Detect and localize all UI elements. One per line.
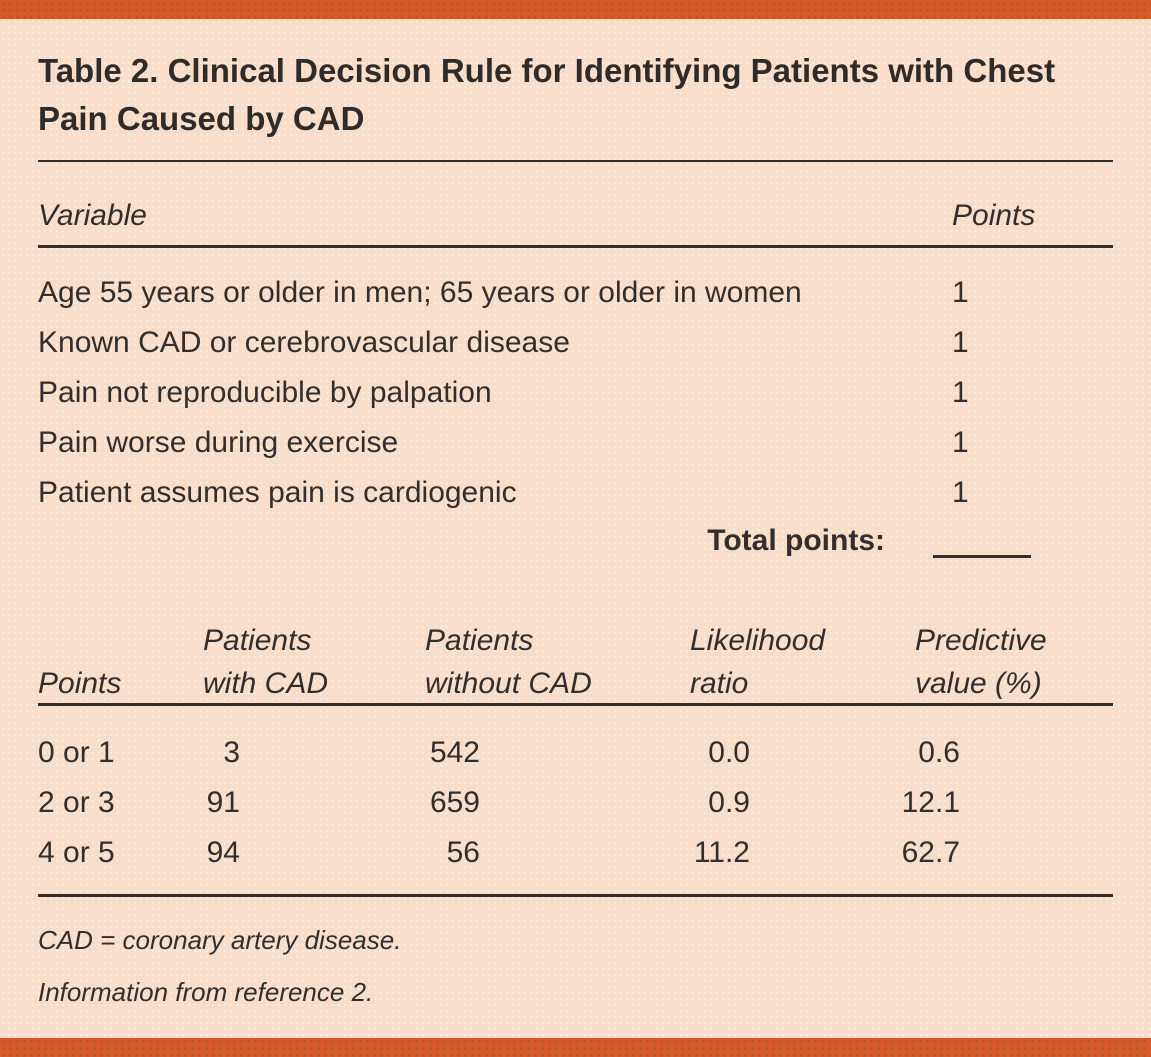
points-cell: 1 — [952, 326, 969, 359]
table-row: 0 or 1 3 542 0.0 0.6 — [0, 736, 1151, 770]
table-row: Patient assumes pain is cardiogenic 1 — [0, 476, 1151, 510]
total-points-label: Total points: — [707, 524, 885, 557]
total-points-blank-line — [933, 555, 1031, 558]
table-title: Table 2. Clinical Decision Rule for Iden… — [38, 52, 1056, 137]
likelihood-ratio-cell: 0.0 — [708, 736, 750, 769]
likelihood-ratio-cell: 11.2 — [693, 836, 750, 869]
points-cell: 1 — [952, 276, 969, 309]
points-range-cell: 2 or 3 — [38, 786, 115, 819]
variable-cell: Age 55 years or older in men; 65 years o… — [38, 276, 802, 309]
points-cell: 1 — [952, 476, 969, 509]
score-table-header-rule — [38, 703, 1113, 706]
score-header-line2: Points — [38, 667, 122, 700]
variable-cell: Patient assumes pain is cardiogenic — [38, 476, 517, 509]
top-accent-bar — [0, 0, 1151, 19]
table-row: Known CAD or cerebrovascular disease 1 — [0, 326, 1151, 360]
score-header-line2: without CAD — [425, 667, 592, 700]
score-header-line1: Likelihood — [690, 624, 826, 657]
points-cell: 1 — [952, 426, 969, 459]
rule-table-header-rule — [38, 245, 1113, 248]
table-row: Pain not reproducible by palpation 1 — [0, 376, 1151, 410]
score-header-line1 — [38, 619, 121, 662]
patients-with-cad-cell: 94 — [206, 836, 240, 869]
score-header-likelihood-ratio: Likelihood ratio — [690, 619, 825, 705]
table-row: Pain worse during exercise 1 — [0, 426, 1151, 460]
likelihood-ratio-cell: 0.9 — [708, 786, 750, 819]
patients-with-cad-cell: 91 — [206, 786, 240, 819]
predictive-value-cell: 12.1 — [901, 786, 960, 819]
points-column-header: Points — [952, 199, 1036, 232]
score-header-points: Points — [38, 619, 121, 705]
footnote-source: Information from reference 2. — [38, 977, 374, 1007]
variable-cell: Known CAD or cerebrovascular disease — [38, 326, 570, 359]
score-header-line1: Predictive — [915, 624, 1047, 657]
variable-column-header: Variable — [38, 199, 147, 232]
score-table-bottom-rule — [38, 894, 1113, 897]
score-header-patients-without-cad: Patients without CAD — [425, 619, 592, 705]
score-header-predictive-value: Predictive value (%) — [915, 619, 1047, 705]
predictive-value-cell: 0.6 — [918, 736, 960, 769]
score-header-line1: Patients — [203, 624, 312, 657]
table-row: Age 55 years or older in men; 65 years o… — [0, 276, 1151, 310]
points-range-cell: 4 or 5 — [38, 836, 115, 869]
predictive-value-cell: 62.7 — [901, 836, 960, 869]
score-header-line2: with CAD — [203, 667, 329, 700]
score-header-patients-with-cad: Patients with CAD — [203, 619, 328, 705]
patients-with-cad-cell: 3 — [223, 736, 240, 769]
patients-without-cad-cell: 56 — [446, 836, 480, 869]
variable-cell: Pain worse during exercise — [38, 426, 399, 459]
table-row: 4 or 5 94 56 11.2 62.7 — [0, 836, 1151, 870]
patients-without-cad-cell: 542 — [429, 736, 480, 769]
score-header-line2: value (%) — [915, 667, 1042, 700]
variable-cell: Pain not reproducible by palpation — [38, 376, 492, 409]
points-range-cell: 0 or 1 — [38, 736, 115, 769]
patients-without-cad-cell: 659 — [429, 786, 480, 819]
score-header-line1: Patients — [425, 624, 534, 657]
score-header-line2: ratio — [690, 667, 749, 700]
table-row: 2 or 3 91 659 0.9 12.1 — [0, 786, 1151, 820]
points-cell: 1 — [952, 376, 969, 409]
footnote-cad-definition: CAD = coronary artery disease. — [38, 925, 402, 955]
bottom-accent-bar — [0, 1038, 1151, 1057]
total-points-row: Total points: — [0, 524, 1151, 564]
title-divider-rule — [38, 160, 1113, 162]
